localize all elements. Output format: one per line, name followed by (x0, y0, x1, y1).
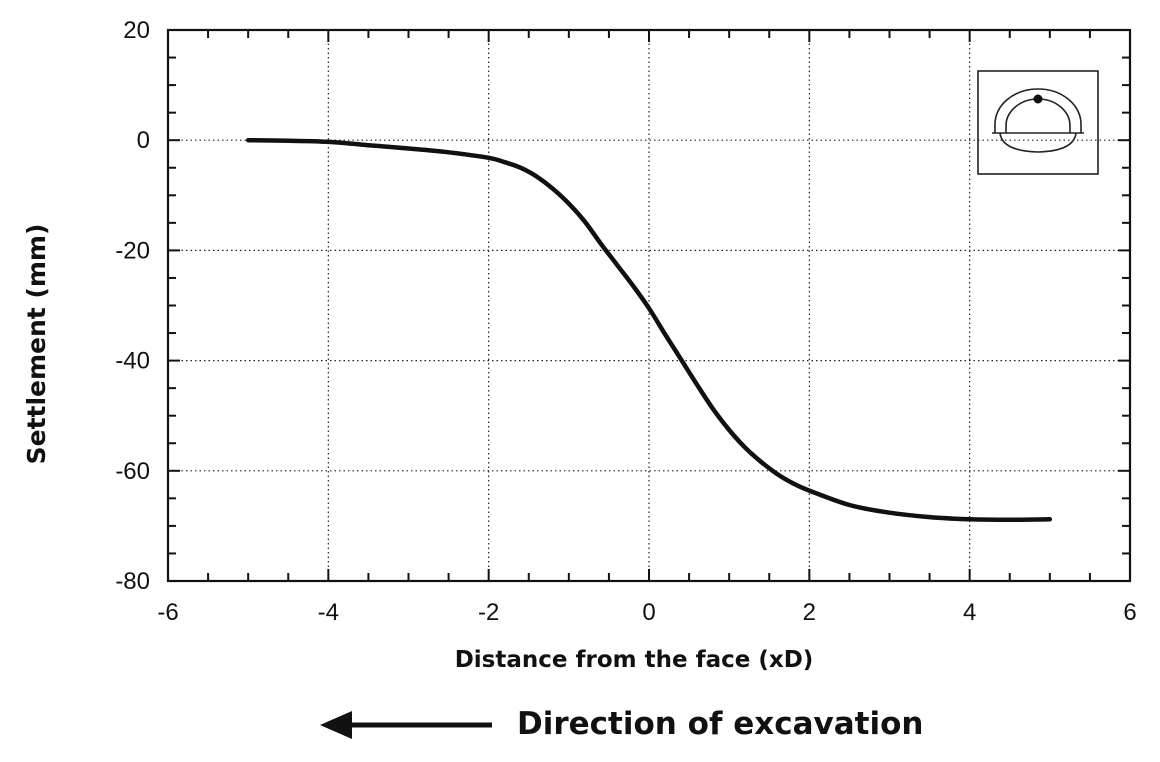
y-tick-label: -80 (115, 568, 150, 595)
x-tick-label: -4 (318, 599, 339, 626)
excavation-direction-label: Direction of excavation (517, 706, 924, 742)
x-tick-label: -6 (157, 599, 178, 626)
x-tick-label: 6 (1123, 599, 1136, 626)
x-axis-title: Distance from the face (xD) (455, 647, 814, 673)
x-tick-label: 0 (642, 599, 655, 626)
y-tick-label: 0 (137, 127, 150, 154)
series-layer (245, 137, 1053, 523)
y-tick-label: 20 (123, 17, 150, 44)
left-arrow-icon (320, 711, 492, 739)
x-tick-label: -2 (478, 599, 499, 626)
y-axis-title: Settlement (mm) (22, 224, 51, 465)
settlement-curve (245, 137, 1053, 523)
y-tick-label: -40 (115, 348, 150, 375)
x-tick-label: 4 (963, 599, 976, 626)
tunnel-cross-section-icon (977, 70, 1099, 175)
x-tick-label: 2 (803, 599, 816, 626)
axis-ticks (167, 29, 1131, 582)
y-tick-label: -20 (115, 237, 150, 264)
y-tick-label: -60 (115, 458, 150, 485)
